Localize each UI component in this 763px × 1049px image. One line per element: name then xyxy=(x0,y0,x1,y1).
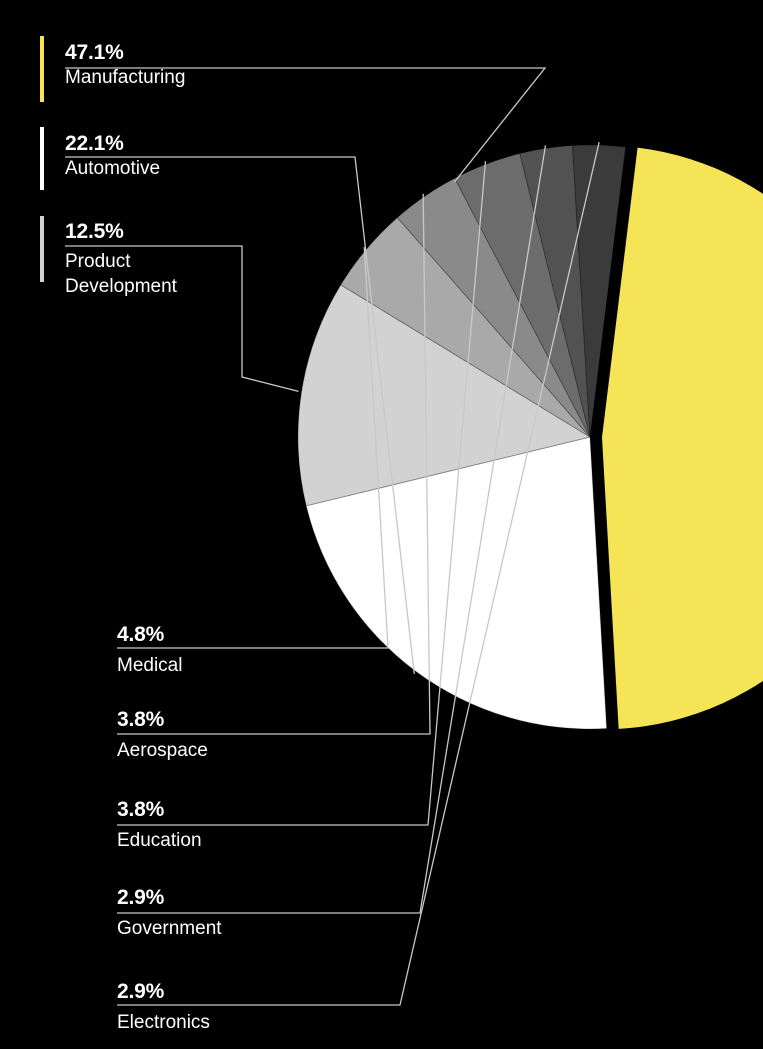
label-education: 3.8% Education xyxy=(117,797,202,853)
pie-slice-education xyxy=(454,152,591,438)
leader-line-medical xyxy=(117,247,389,649)
label-medical: 4.8% Medical xyxy=(117,622,182,678)
label-medical-value: 4.8% xyxy=(117,623,165,646)
label-automotive: 22.1% Automotive xyxy=(65,131,160,181)
leader-line-education xyxy=(117,161,487,826)
label-government-name: Government xyxy=(117,918,222,939)
label-manufacturing: 47.1% Manufacturing xyxy=(65,40,185,90)
label-medical-name: Medical xyxy=(117,655,183,676)
label-product-development-name: Product Development xyxy=(65,251,177,297)
label-product-development-value: 12.5% xyxy=(65,220,124,243)
leader-line-automotive xyxy=(65,156,415,675)
label-electronics-value: 2.9% xyxy=(117,980,165,1003)
label-manufacturing-value: 47.1% xyxy=(65,41,124,64)
label-product-development: 12.5% Product Development xyxy=(65,219,235,299)
leader-line-product-development xyxy=(65,245,299,393)
pie-slice-manufacturing xyxy=(601,147,763,729)
label-electronics: 2.9% Electronics xyxy=(117,979,210,1035)
label-automotive-name: Automotive xyxy=(65,158,161,179)
label-manufacturing-name: Manufacturing xyxy=(65,67,186,88)
label-education-value: 3.8% xyxy=(117,798,165,821)
label-government: 2.9% Government xyxy=(117,885,222,941)
product-development-color-bar xyxy=(40,216,44,282)
pie-slice-aerospace xyxy=(396,177,591,438)
leader-line-government xyxy=(117,145,547,914)
leader-line-manufacturing xyxy=(65,67,547,183)
label-aerospace-value: 3.8% xyxy=(117,708,165,731)
label-aerospace-name: Aerospace xyxy=(117,740,208,761)
pie-slice-automotive xyxy=(305,436,608,730)
label-education-name: Education xyxy=(117,830,202,851)
manufacturing-color-bar xyxy=(40,36,44,102)
automotive-color-bar xyxy=(40,127,44,190)
label-electronics-name: Electronics xyxy=(117,1012,210,1033)
pie-slice-product-development xyxy=(297,284,592,507)
label-government-value: 2.9% xyxy=(117,886,165,909)
leader-line-electronics xyxy=(117,141,600,1006)
leader-line-aerospace xyxy=(117,193,431,735)
label-aerospace: 3.8% Aerospace xyxy=(117,707,208,763)
pie-slice-government xyxy=(519,144,591,438)
pie-slice-medical xyxy=(340,216,591,438)
label-automotive-value: 22.1% xyxy=(65,132,124,155)
